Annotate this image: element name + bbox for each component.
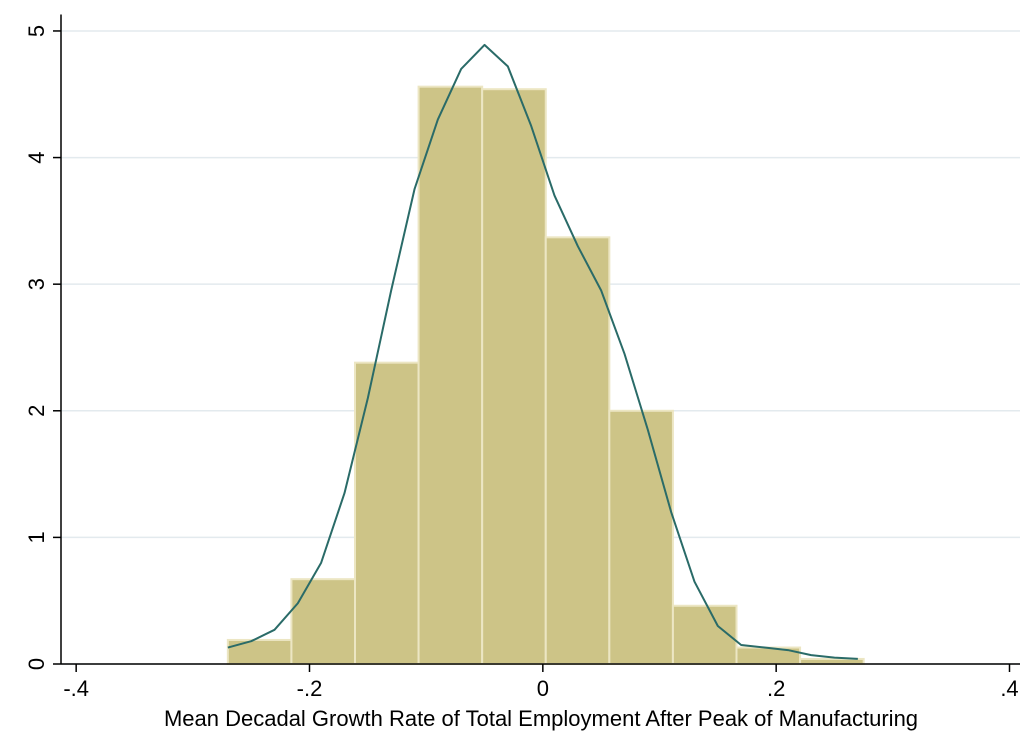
x-tick-label: -.2 <box>297 676 323 701</box>
x-tick-label: .2 <box>767 676 785 701</box>
bar <box>417 85 484 665</box>
y-tick-label: 0 <box>24 658 49 670</box>
bar <box>608 409 674 665</box>
bar <box>481 88 547 665</box>
x-axis-title: Mean Decadal Growth Rate of Total Employ… <box>164 706 918 731</box>
y-tick-label: 3 <box>24 278 49 290</box>
x-tick-label: 0 <box>537 676 549 701</box>
y-tick-label: 2 <box>24 405 49 417</box>
bar <box>544 236 611 665</box>
bar <box>671 604 738 666</box>
bar <box>226 638 293 666</box>
y-tick-label: 4 <box>24 151 49 163</box>
density-line <box>227 43 858 660</box>
bar <box>290 578 356 665</box>
x-tick-label: -.4 <box>63 676 89 701</box>
y-tick-label: 1 <box>24 531 49 543</box>
x-tick-label: .4 <box>1000 676 1018 701</box>
y-tick-label: 5 <box>24 25 49 37</box>
